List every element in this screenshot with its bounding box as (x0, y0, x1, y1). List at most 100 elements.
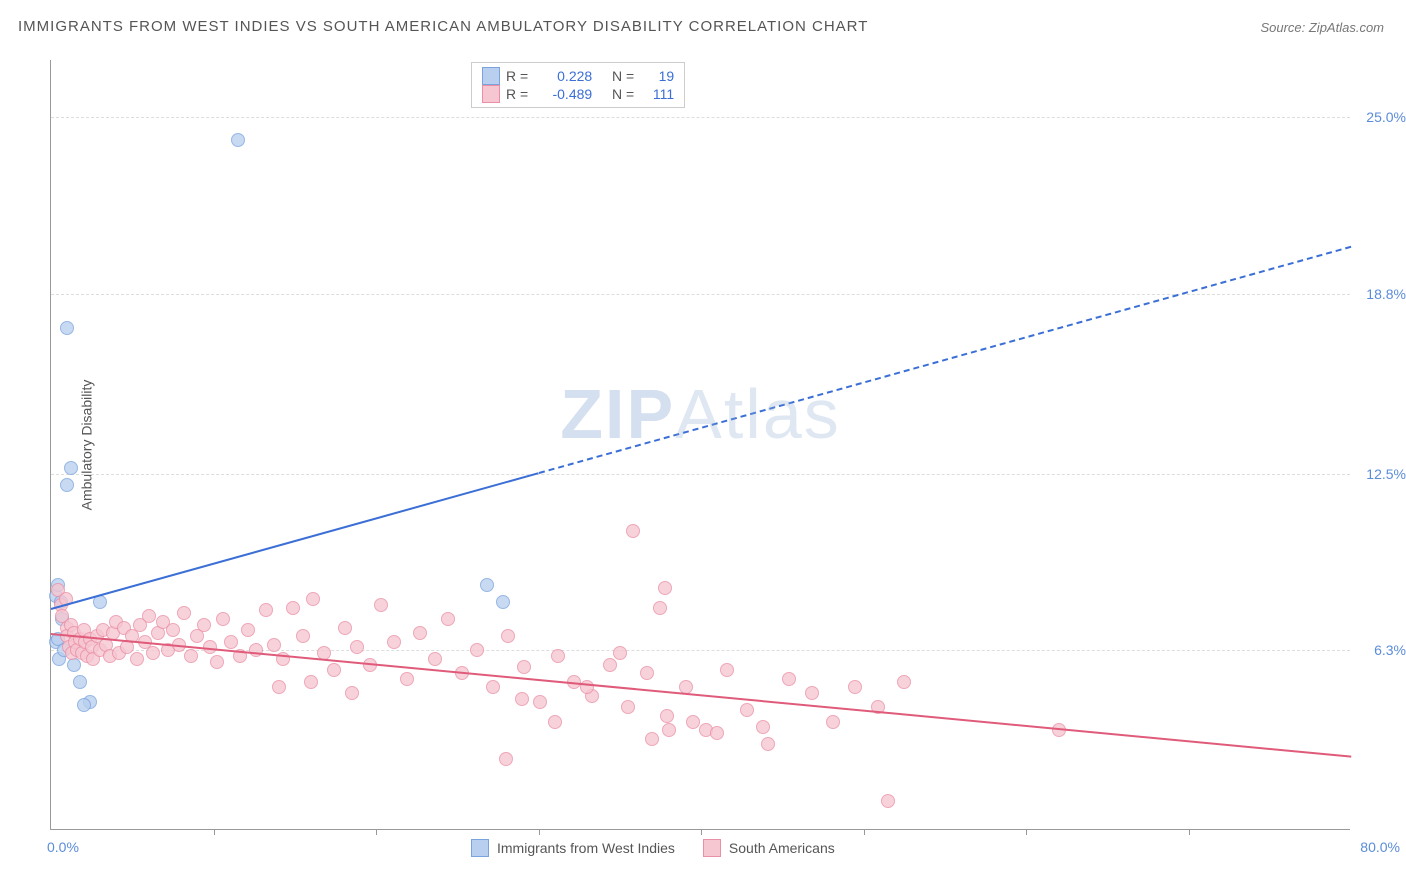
data-point (613, 646, 627, 660)
source-label: Source: ZipAtlas.com (1260, 20, 1384, 35)
data-point (428, 652, 442, 666)
data-point (897, 675, 911, 689)
data-point (166, 623, 180, 637)
data-point (686, 715, 700, 729)
x-tick-mark (376, 829, 377, 835)
watermark: ZIPAtlas (560, 374, 841, 454)
series-legend: Immigrants from West Indies South America… (471, 839, 835, 857)
gridline (51, 117, 1350, 118)
data-point (720, 663, 734, 677)
legend-swatch (471, 839, 489, 857)
data-point (177, 606, 191, 620)
data-point (710, 726, 724, 740)
data-point (501, 629, 515, 643)
data-point (306, 592, 320, 606)
legend-series-name: Immigrants from West Indies (497, 840, 675, 856)
data-point (60, 321, 74, 335)
data-point (496, 595, 510, 609)
legend-n-value: 111 (640, 86, 674, 102)
data-point (249, 643, 263, 657)
data-point (142, 609, 156, 623)
x-tick-mark (1026, 829, 1027, 835)
legend-swatch (482, 85, 500, 103)
data-point (241, 623, 255, 637)
data-point (146, 646, 160, 660)
trend-line (538, 245, 1351, 473)
data-point (272, 680, 286, 694)
data-point (387, 635, 401, 649)
data-point (350, 640, 364, 654)
x-tick-mark (1189, 829, 1190, 835)
legend-r-label: R = (506, 68, 528, 84)
data-point (805, 686, 819, 700)
trend-line (51, 633, 1351, 758)
data-point (621, 700, 635, 714)
legend-n-value: 19 (640, 68, 674, 84)
correlation-legend: R = 0.228 N = 19 R = -0.489 N = 111 (471, 62, 685, 108)
gridline (51, 294, 1350, 295)
data-point (848, 680, 862, 694)
data-point (548, 715, 562, 729)
data-point (756, 720, 770, 734)
data-point (881, 794, 895, 808)
data-point (77, 698, 91, 712)
data-point (400, 672, 414, 686)
x-tick-mark (864, 829, 865, 835)
chart-title: IMMIGRANTS FROM WEST INDIES VS SOUTH AME… (18, 18, 868, 35)
gridline (51, 474, 1350, 475)
data-point (374, 598, 388, 612)
x-tick-mark (214, 829, 215, 835)
data-point (60, 478, 74, 492)
data-point (658, 581, 672, 595)
legend-n-label: N = (612, 68, 634, 84)
y-tick-label: 12.5% (1366, 466, 1406, 482)
legend-r-label: R = (506, 86, 528, 102)
data-point (224, 635, 238, 649)
y-tick-label: 18.8% (1366, 286, 1406, 302)
data-point (499, 752, 513, 766)
x-axis-min: 0.0% (47, 839, 79, 855)
x-tick-mark (539, 829, 540, 835)
y-tick-label: 6.3% (1374, 642, 1406, 658)
data-point (480, 578, 494, 592)
data-point (626, 524, 640, 538)
data-point (533, 695, 547, 709)
data-point (130, 652, 144, 666)
data-point (740, 703, 754, 717)
data-point (327, 663, 341, 677)
scatter-chart: Ambulatory Disability 6.3%12.5%18.8%25.0… (50, 60, 1350, 830)
data-point (486, 680, 500, 694)
legend-series-name: South Americans (729, 840, 835, 856)
legend-r-value: 0.228 (534, 68, 592, 84)
legend-swatch (703, 839, 721, 857)
legend-n-label: N = (612, 86, 634, 102)
data-point (345, 686, 359, 700)
data-point (286, 601, 300, 615)
y-axis-label: Ambulatory Disability (78, 379, 94, 510)
data-point (645, 732, 659, 746)
data-point (660, 709, 674, 723)
data-point (470, 643, 484, 657)
data-point (267, 638, 281, 652)
data-point (259, 603, 273, 617)
data-point (413, 626, 427, 640)
data-point (603, 658, 617, 672)
x-tick-mark (701, 829, 702, 835)
data-point (197, 618, 211, 632)
x-axis-max: 80.0% (1360, 839, 1400, 855)
legend-row: R = 0.228 N = 19 (482, 67, 674, 85)
legend-item: Immigrants from West Indies (471, 839, 675, 857)
data-point (653, 601, 667, 615)
data-point (640, 666, 654, 680)
data-point (662, 723, 676, 737)
trend-line (51, 472, 539, 610)
data-point (216, 612, 230, 626)
data-point (64, 461, 78, 475)
data-point (517, 660, 531, 674)
legend-item: South Americans (703, 839, 835, 857)
legend-r-value: -0.489 (534, 86, 592, 102)
data-point (441, 612, 455, 626)
data-point (551, 649, 565, 663)
data-point (73, 675, 87, 689)
data-point (210, 655, 224, 669)
